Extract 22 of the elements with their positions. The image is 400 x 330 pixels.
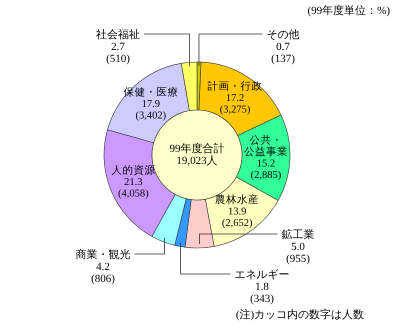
data-label: 21.3 (4,058): [118, 177, 150, 200]
text: (注)カッコ内の数字は人数: [236, 308, 364, 321]
slice-label: 人的資源: [111, 164, 156, 177]
data-label: 4.2 (806): [91, 261, 116, 285]
data-label: 2.7 (510): [106, 41, 130, 65]
slice-label: 農林水産: [215, 193, 260, 206]
data-label: 17.9 (3,402): [136, 99, 167, 122]
data-label: 15.2 (2,885): [250, 158, 282, 181]
data-label: 13.9 (2,652): [222, 206, 254, 230]
slice-label: 社会福祉: [96, 28, 140, 41]
data-label: 1.8 (343): [250, 281, 274, 305]
data-label: 17.2 (3,275): [220, 92, 251, 116]
text: (99年度単位：%): [308, 4, 390, 17]
data-label: 0.7 (137): [271, 41, 296, 65]
data-label: 5.0 (955): [286, 241, 310, 265]
slice-label: 公共・公益事業: [244, 133, 288, 158]
slice-label: 計画・行政: [208, 79, 263, 92]
slice-label: エネルギー: [234, 269, 290, 281]
slice-label: 商業・観光: [76, 248, 130, 261]
text: 99年度合計 19,023人: [170, 142, 224, 167]
slice-label: 鉱工業: [282, 228, 314, 241]
slice-label: その他: [266, 29, 300, 41]
